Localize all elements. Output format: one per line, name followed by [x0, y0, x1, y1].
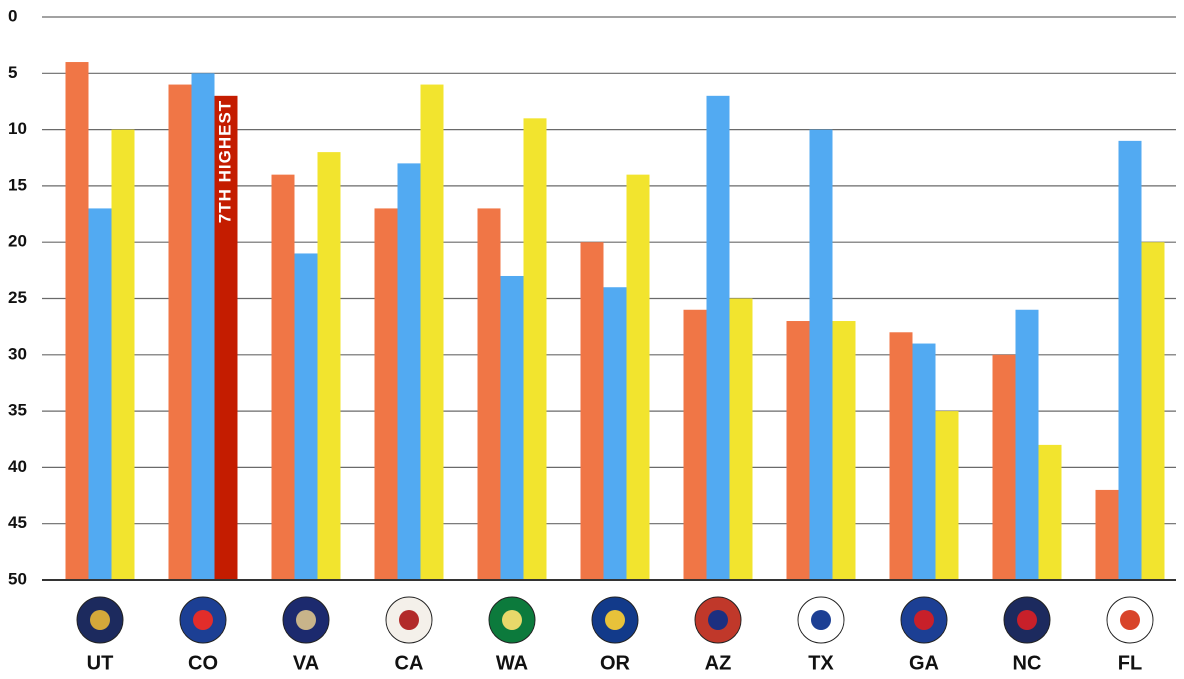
bar [191, 73, 215, 581]
flag-emblem [1120, 610, 1140, 630]
bar [420, 84, 444, 580]
flag-emblem [605, 610, 625, 630]
bar [374, 208, 398, 581]
bar [523, 118, 547, 580]
bar [271, 174, 295, 580]
y-tick-label: 30 [8, 344, 27, 363]
x-tick-label: OR [600, 652, 631, 674]
bar [832, 321, 856, 580]
y-tick-label: 25 [8, 288, 27, 307]
flag-emblem [914, 610, 934, 630]
x-tick-label: UT [87, 652, 114, 674]
bar [88, 208, 112, 581]
bar [1015, 309, 1039, 580]
x-tick-label: FL [1118, 652, 1142, 674]
bar [683, 309, 707, 580]
bar [1141, 242, 1165, 580]
x-tick-label: CO [188, 652, 218, 674]
y-tick-label: 10 [8, 119, 27, 138]
x-tick-label: WA [496, 652, 528, 674]
bar [912, 343, 936, 580]
bar [1038, 444, 1062, 580]
bar [65, 62, 89, 581]
y-tick-label: 15 [8, 175, 27, 194]
y-tick-label: 5 [8, 63, 17, 82]
flag-emblem [1017, 610, 1037, 630]
bar [1118, 140, 1142, 581]
bar [729, 298, 753, 580]
bar [992, 354, 1016, 580]
annotation: 7TH HIGHEST [215, 100, 234, 223]
bar [477, 208, 501, 581]
flag-emblem [296, 610, 316, 630]
y-tick-label: 50 [8, 569, 27, 588]
x-tick-label: NC [1013, 652, 1042, 674]
y-tick-label: 0 [8, 6, 17, 25]
bar [786, 321, 810, 580]
flag-emblem [708, 610, 728, 630]
y-tick-label: 20 [8, 232, 27, 251]
flag-emblem [399, 610, 419, 630]
bar [168, 84, 192, 580]
flag-emblem [502, 610, 522, 630]
flag-emblem [193, 610, 213, 630]
bar [214, 95, 238, 580]
x-tick-label: AZ [705, 652, 732, 674]
x-tick-label: VA [293, 652, 319, 674]
flag-emblem [811, 610, 831, 630]
x-tick-label: TX [808, 652, 834, 674]
bar [626, 174, 650, 580]
bar [580, 242, 604, 580]
bar [889, 332, 913, 580]
x-tick-label: GA [909, 652, 939, 674]
y-tick-label: 45 [8, 513, 27, 532]
bar [111, 129, 135, 580]
y-tick-label: 40 [8, 457, 27, 476]
x-tick-label: CA [395, 652, 424, 674]
bar [809, 129, 833, 580]
bar [706, 95, 730, 580]
bar [294, 253, 318, 580]
bar [317, 152, 341, 580]
bar [397, 163, 421, 580]
bar [935, 411, 959, 580]
bar [603, 287, 627, 580]
bar [500, 275, 524, 580]
flag-emblem [90, 610, 110, 630]
y-tick-label: 35 [8, 401, 27, 420]
bar [1095, 489, 1119, 580]
